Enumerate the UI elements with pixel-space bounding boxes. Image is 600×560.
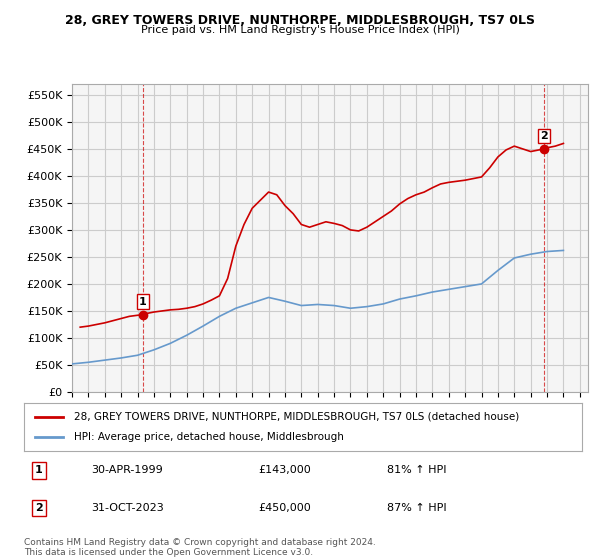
Text: 81% ↑ HPI: 81% ↑ HPI — [387, 465, 446, 475]
Text: 2: 2 — [35, 503, 43, 513]
Text: 30-APR-1999: 30-APR-1999 — [91, 465, 163, 475]
Text: £450,000: £450,000 — [259, 503, 311, 513]
Text: 1: 1 — [35, 465, 43, 475]
Text: Contains HM Land Registry data © Crown copyright and database right 2024.
This d: Contains HM Land Registry data © Crown c… — [24, 538, 376, 557]
Text: 28, GREY TOWERS DRIVE, NUNTHORPE, MIDDLESBROUGH, TS7 0LS (detached house): 28, GREY TOWERS DRIVE, NUNTHORPE, MIDDLE… — [74, 412, 520, 422]
Text: 1: 1 — [139, 297, 147, 307]
Text: Price paid vs. HM Land Registry's House Price Index (HPI): Price paid vs. HM Land Registry's House … — [140, 25, 460, 35]
Text: 28, GREY TOWERS DRIVE, NUNTHORPE, MIDDLESBROUGH, TS7 0LS: 28, GREY TOWERS DRIVE, NUNTHORPE, MIDDLE… — [65, 14, 535, 27]
Text: £143,000: £143,000 — [259, 465, 311, 475]
Text: 87% ↑ HPI: 87% ↑ HPI — [387, 503, 446, 513]
Text: HPI: Average price, detached house, Middlesbrough: HPI: Average price, detached house, Midd… — [74, 432, 344, 442]
Text: 31-OCT-2023: 31-OCT-2023 — [91, 503, 164, 513]
Text: 2: 2 — [541, 130, 548, 141]
